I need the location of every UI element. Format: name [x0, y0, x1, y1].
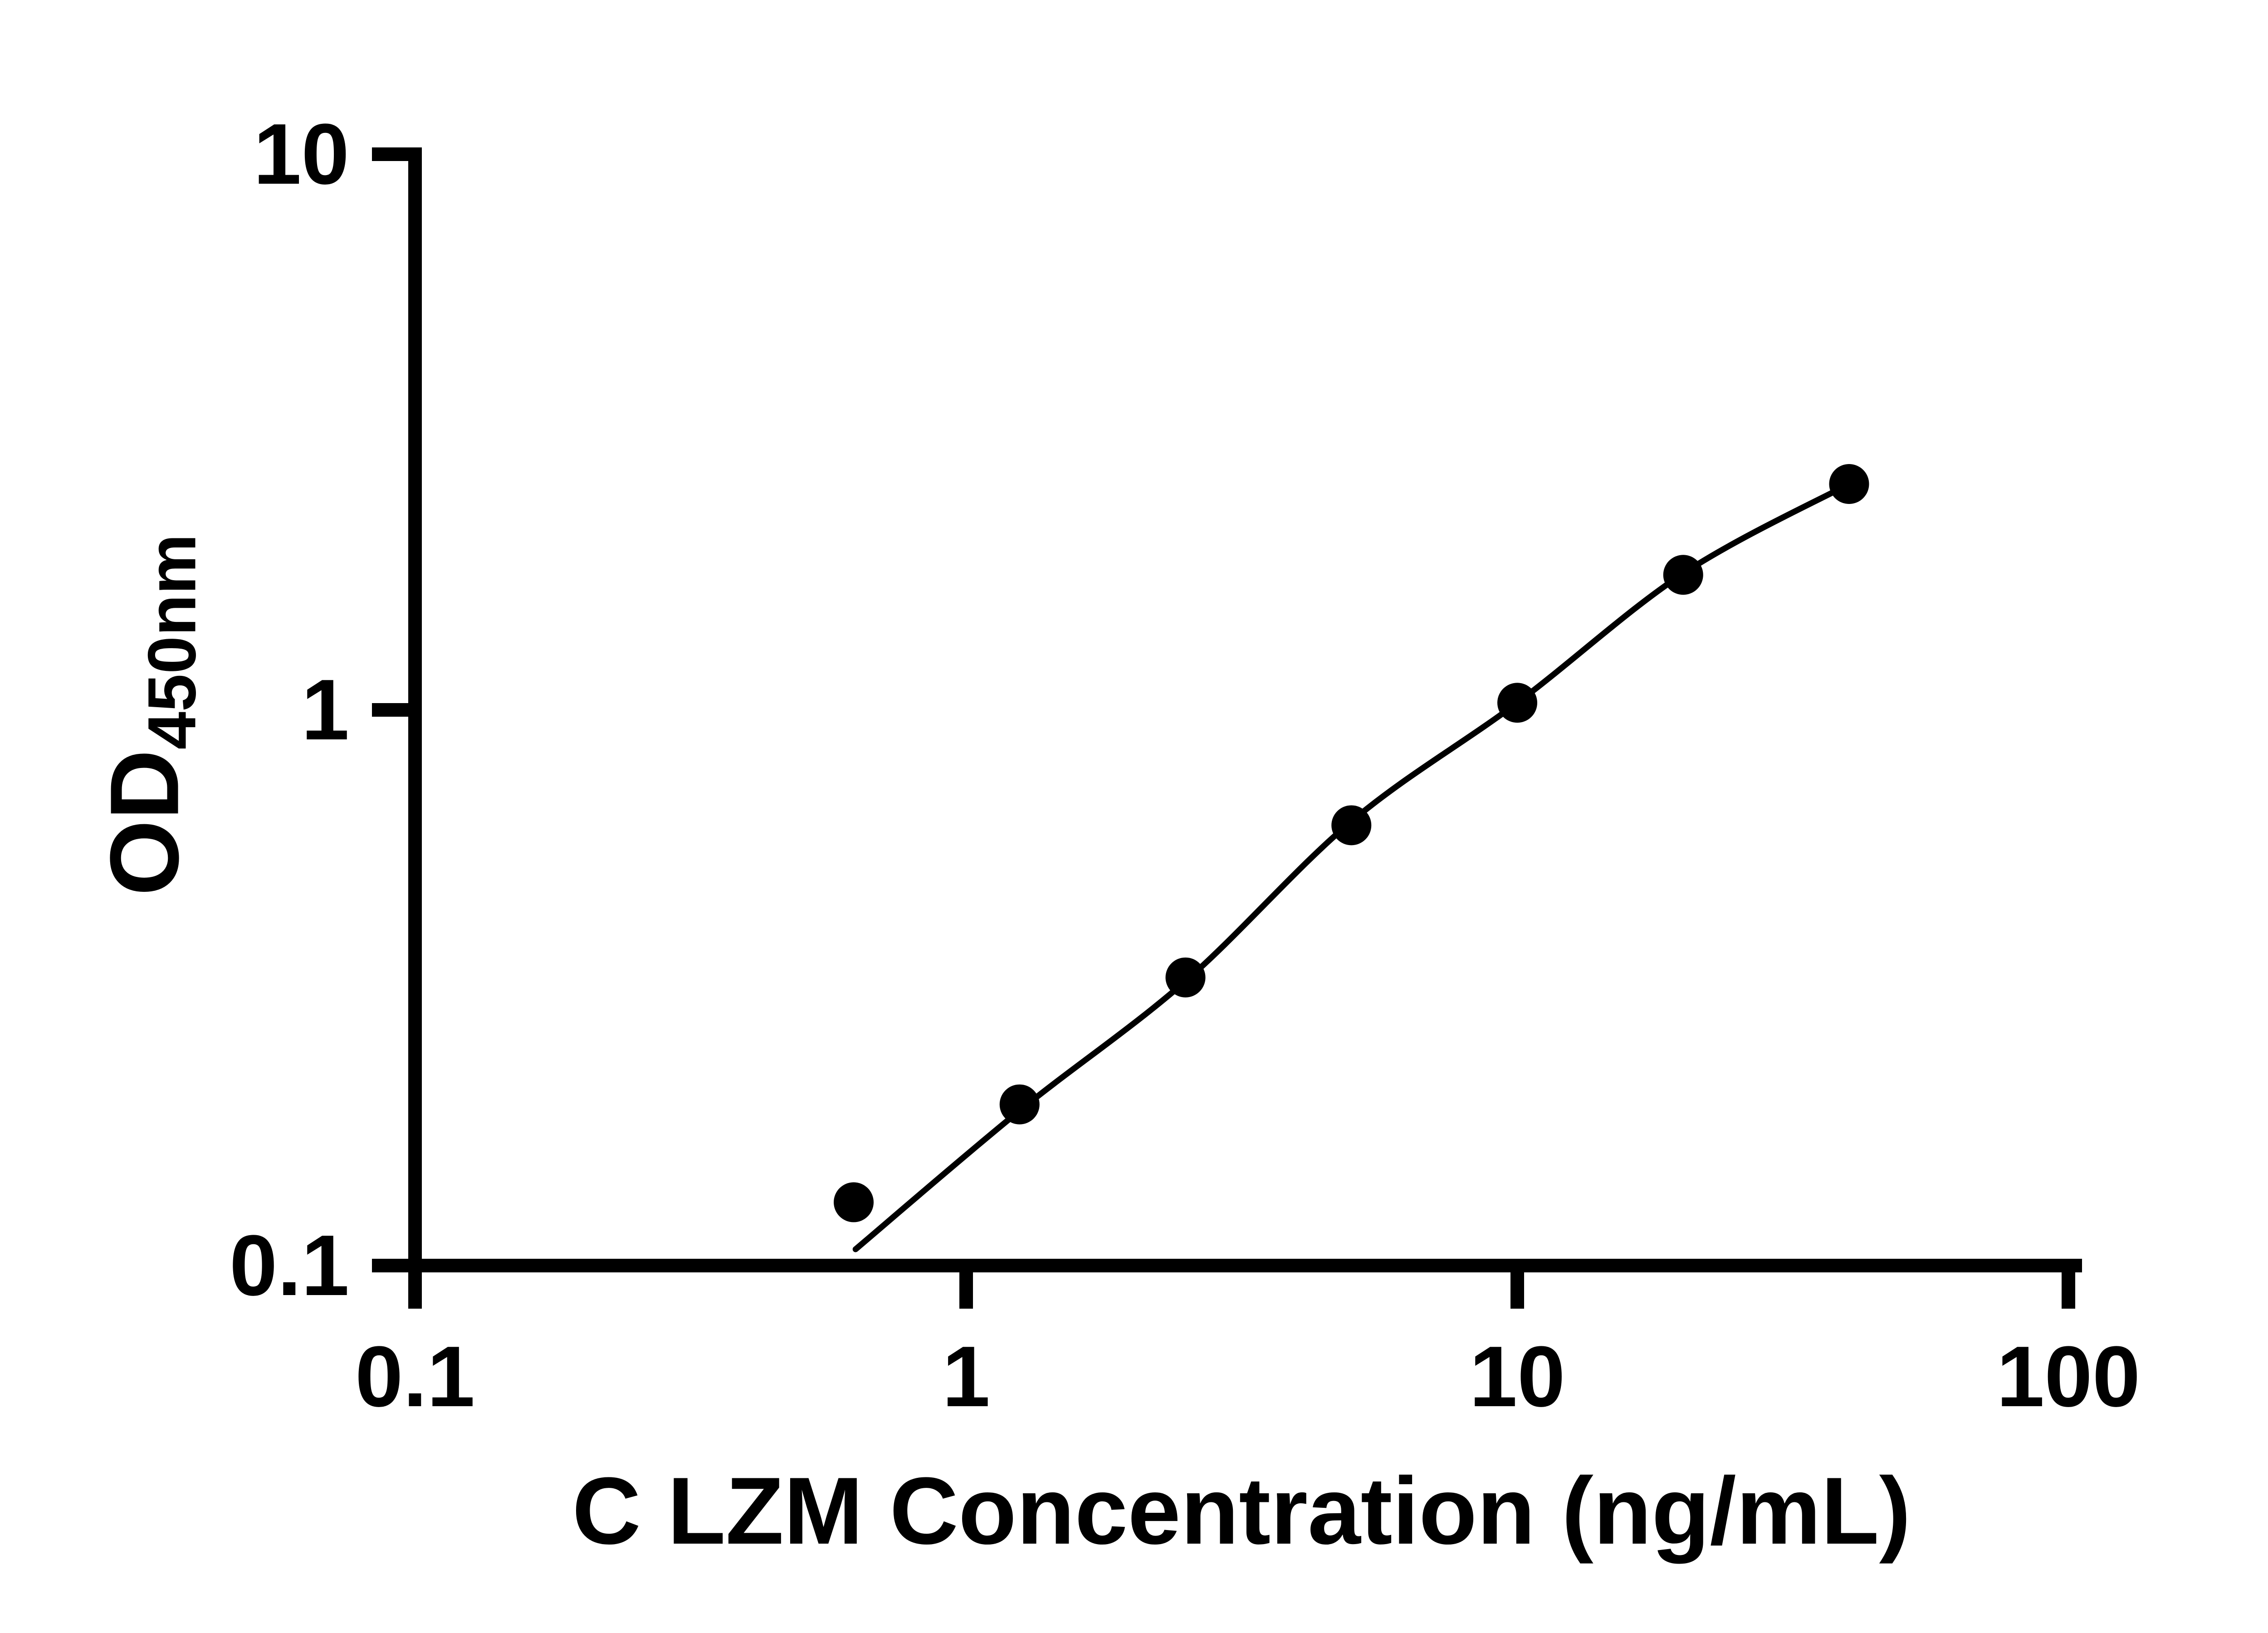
y-axis-tick-label: 1 — [301, 662, 349, 758]
y-axis-title-subscript: 450nm — [133, 534, 210, 750]
x-axis-tick-label: 1 — [942, 1329, 990, 1425]
fit-curve — [852, 481, 1852, 1252]
data-point-marker — [999, 1084, 1040, 1125]
data-point-marker — [1829, 464, 1869, 504]
y-axis-title-main: OD — [89, 749, 199, 896]
data-point-marker — [1331, 805, 1372, 846]
data-point-marker — [1165, 957, 1206, 997]
x-axis-title: C LZM Concentration (ng/mL) — [572, 1457, 1911, 1564]
x-axis-tick-label: 100 — [1996, 1329, 2140, 1425]
x-axis-tick-label: 10 — [1469, 1329, 1565, 1425]
y-axis-tick-label: 10 — [254, 106, 349, 202]
y-axis-title: OD450nm — [88, 534, 211, 896]
x-axis-tick-label: 0.1 — [355, 1329, 475, 1425]
data-point-marker — [833, 1182, 874, 1222]
y-axis-tick-label: 0.1 — [230, 1217, 349, 1314]
data-point-marker — [1497, 683, 1537, 723]
data-point-marker — [1663, 555, 1703, 595]
